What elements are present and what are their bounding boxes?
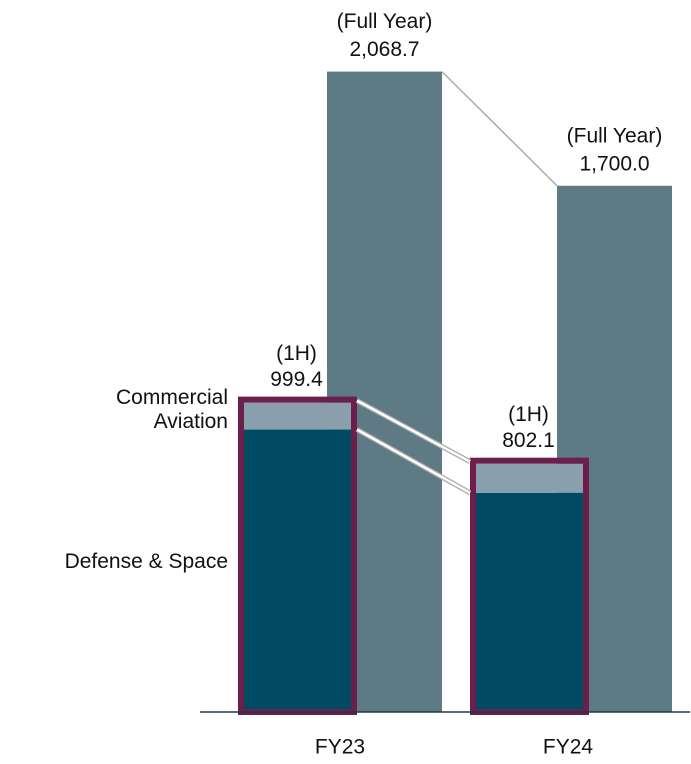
- connector: [441, 71, 558, 187]
- half-year-label: (1H): [508, 403, 549, 426]
- connector: [356, 399, 471, 463]
- segment: [472, 492, 587, 712]
- segment: [240, 429, 355, 712]
- connector: [356, 428, 471, 494]
- x-tick-label: FY23: [315, 736, 365, 759]
- legend-label: Commercial Aviation: [115, 386, 228, 433]
- full-year-label: (Full Year): [337, 10, 433, 33]
- full-year-value: 2,068.7: [349, 38, 419, 61]
- half-year-value: 802.1: [502, 429, 555, 452]
- half-year-value: 999.4: [270, 368, 323, 391]
- segment: [472, 463, 587, 493]
- full-year-label: (Full Year): [567, 124, 663, 147]
- legend-label: Defense & Space: [64, 550, 228, 573]
- x-tick-label: FY24: [543, 736, 594, 759]
- full-year-value: 1,700.0: [579, 152, 649, 175]
- segment: [240, 402, 355, 430]
- half-year-label: (1H): [276, 342, 317, 365]
